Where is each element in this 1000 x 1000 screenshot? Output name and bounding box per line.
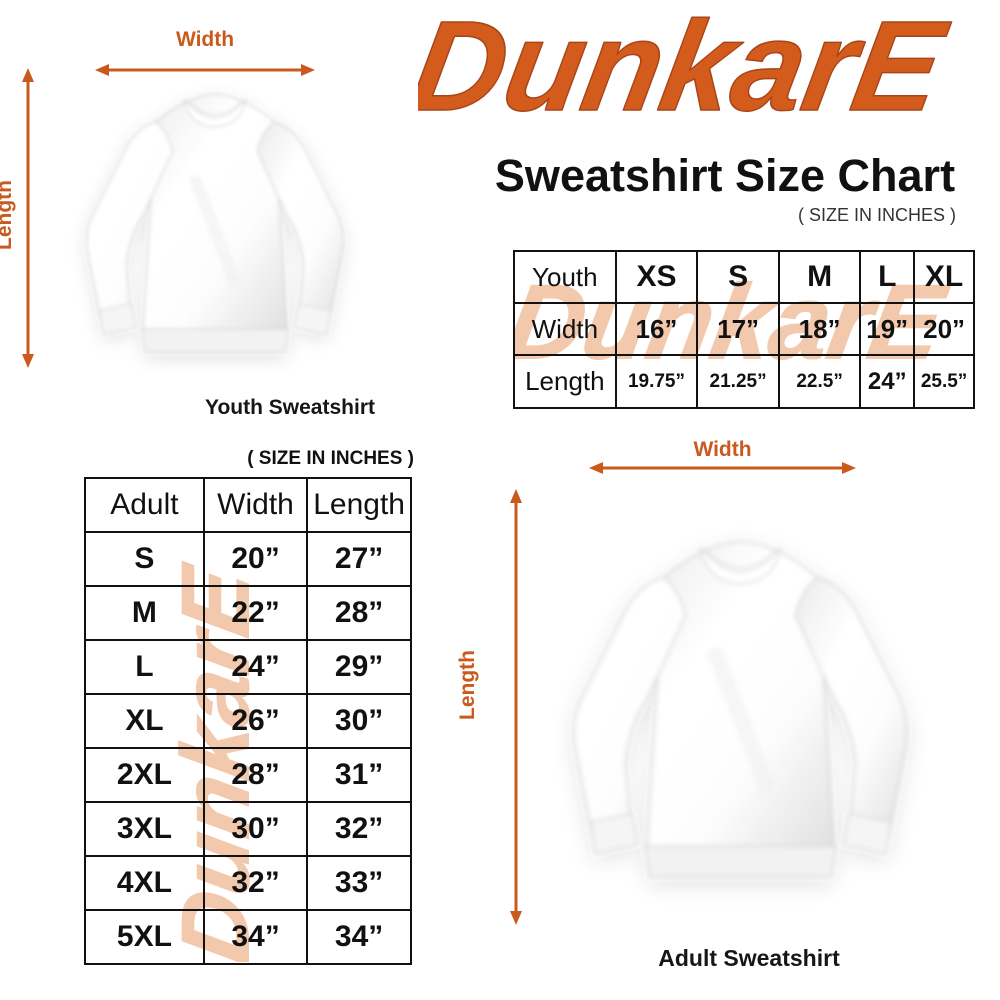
svg-text:DunkarE: DunkarE bbox=[418, 0, 957, 135]
